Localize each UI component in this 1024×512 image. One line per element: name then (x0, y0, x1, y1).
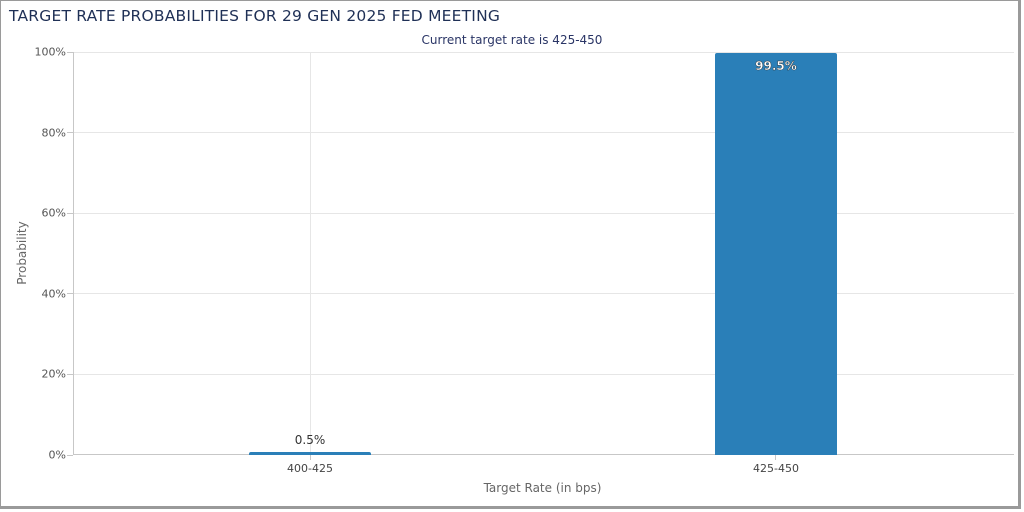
gridline-60 (73, 213, 1014, 214)
y-tick-mark (67, 213, 73, 214)
y-tick-mark (67, 374, 73, 375)
y-tick-mark (67, 455, 73, 456)
y-tick-60: 60% (41, 206, 66, 220)
bar-value-label: 0.5% (294, 433, 326, 447)
gridline-80 (73, 132, 1014, 133)
y-tick-40: 40% (41, 287, 66, 301)
y-tick-mark (67, 293, 73, 294)
x-tick-400-425: 400-425 (287, 462, 333, 475)
bar-value-label: 99.5% (755, 59, 797, 73)
y-tick-20: 20% (41, 367, 66, 381)
y-tick-mark (67, 132, 73, 133)
gridline-20 (73, 374, 1014, 375)
gridline-100 (73, 52, 1014, 53)
chart-title: TARGET RATE PROBABILITIES FOR 29 GEN 202… (9, 7, 501, 25)
y-tick-mark (67, 52, 73, 53)
gridline-40 (73, 293, 1014, 294)
y-tick-100: 100% (34, 45, 66, 59)
chart-subtitle: Current target rate is 425-450 (421, 33, 603, 47)
bar-400-425[interactable] (249, 452, 371, 455)
x-tick-mark (310, 455, 311, 460)
y-axis-label: Probability (15, 221, 29, 285)
y-tick-0: 0% (48, 448, 66, 462)
x-axis-label: Target Rate (in bps) (483, 481, 602, 495)
bar-425-450[interactable] (715, 53, 837, 455)
x-axis-line (73, 454, 1014, 455)
plot-area: 0.5% 99.5% (73, 52, 1014, 455)
x-tick-mark (775, 455, 776, 460)
y-tick-80: 80% (41, 126, 66, 140)
vgrid-line (310, 52, 311, 455)
x-tick-425-450: 425-450 (753, 462, 799, 475)
y-axis-line (73, 52, 74, 455)
